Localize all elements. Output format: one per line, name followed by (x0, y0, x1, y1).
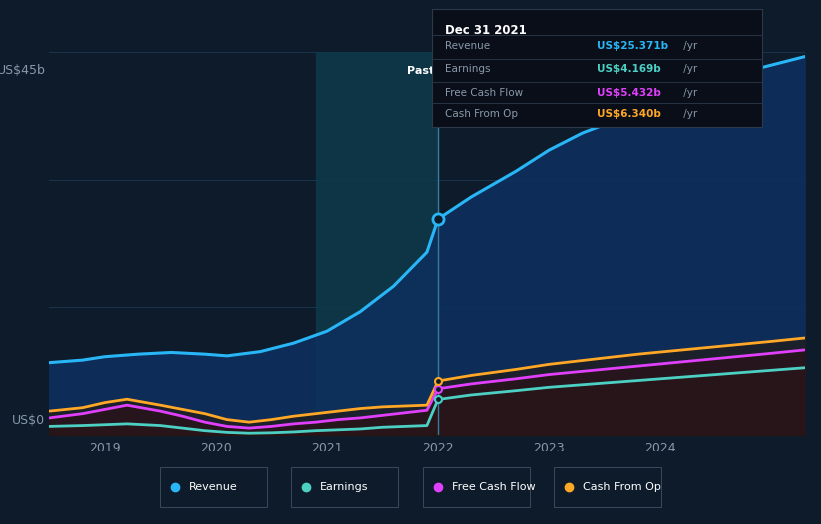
Text: Cash From Op: Cash From Op (583, 482, 661, 493)
Text: Dec 31 2021: Dec 31 2021 (445, 24, 527, 37)
Text: Free Cash Flow: Free Cash Flow (452, 482, 535, 493)
Text: /yr: /yr (680, 64, 697, 74)
Text: Earnings: Earnings (445, 64, 491, 74)
Text: /yr: /yr (680, 109, 697, 119)
Text: US$25.371b: US$25.371b (597, 40, 668, 51)
Text: US$4.169b: US$4.169b (597, 64, 661, 74)
Text: US$45b: US$45b (0, 64, 45, 77)
Text: /yr: /yr (680, 88, 697, 98)
Text: Revenue: Revenue (189, 482, 237, 493)
Bar (316, 52, 438, 435)
Text: US$6.340b: US$6.340b (597, 109, 661, 119)
Text: US$5.432b: US$5.432b (597, 88, 661, 98)
Text: Analysts Forecasts: Analysts Forecasts (446, 66, 549, 76)
Text: /yr: /yr (680, 40, 697, 51)
Text: Cash From Op: Cash From Op (445, 109, 518, 119)
Text: Earnings: Earnings (320, 482, 369, 493)
Text: US$0: US$0 (12, 414, 45, 427)
Text: Free Cash Flow: Free Cash Flow (445, 88, 523, 98)
Text: Past: Past (407, 66, 434, 76)
Text: Revenue: Revenue (445, 40, 490, 51)
